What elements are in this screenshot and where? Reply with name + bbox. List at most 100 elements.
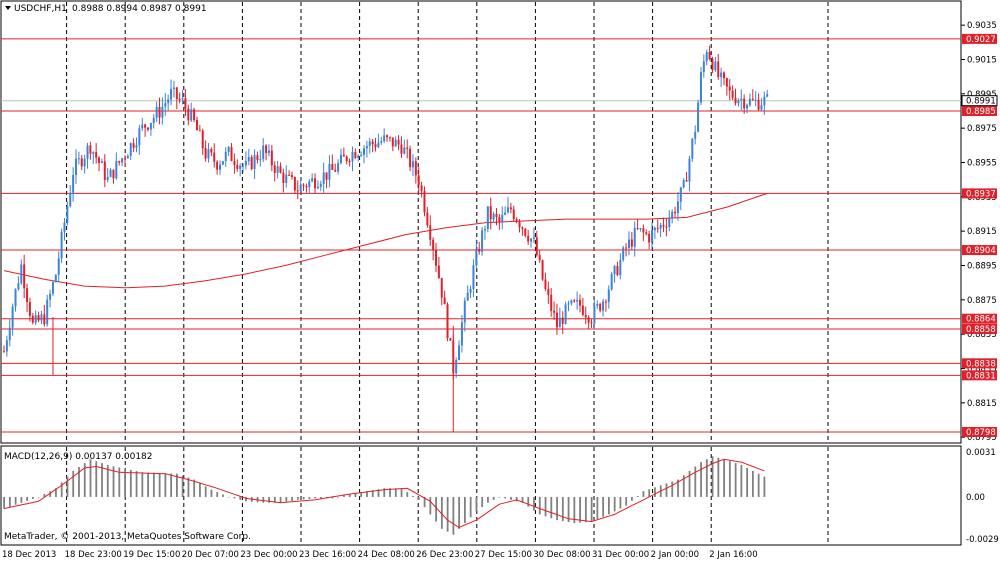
candle-body	[282, 172, 285, 183]
candle-body	[311, 178, 314, 182]
candle-body	[676, 201, 679, 214]
candle-body	[242, 165, 245, 167]
x-tick-label: 18 Dec 23:00	[65, 550, 122, 560]
histogram-bar	[170, 473, 173, 497]
histogram-bar	[521, 496, 524, 503]
candle-body	[740, 98, 743, 101]
histogram-bar	[354, 493, 357, 497]
candle-body	[253, 155, 256, 170]
histogram-bar	[458, 496, 461, 529]
histogram-bar	[763, 476, 766, 497]
candle-body	[656, 227, 659, 229]
histogram-bar	[538, 496, 541, 515]
histogram-bar	[394, 488, 397, 497]
x-tick-label: 30 Dec 08:00	[533, 550, 590, 560]
histogram-bar	[210, 489, 213, 497]
histogram-bar	[406, 492, 409, 497]
histogram-bar	[705, 459, 708, 497]
candle-body	[221, 161, 224, 165]
candle-body	[734, 97, 737, 104]
candle-body	[267, 150, 270, 154]
candle-body	[679, 187, 682, 202]
candle-body	[671, 211, 674, 219]
histogram-bar	[222, 494, 224, 497]
candle-body	[244, 161, 247, 166]
candle-body	[472, 265, 475, 290]
macd-y-tick-label: 0.00	[966, 493, 985, 503]
candle-body	[204, 148, 207, 159]
histogram-bar	[112, 466, 115, 497]
signal-line	[3, 458, 765, 528]
ma-line	[3, 192, 768, 289]
candle-body	[224, 151, 227, 162]
candle-body	[463, 300, 466, 323]
candle-body	[725, 78, 728, 87]
histogram-bar	[654, 487, 656, 497]
candle-body	[486, 206, 489, 230]
candle-body	[57, 258, 60, 275]
candle-body	[751, 98, 754, 100]
candle-body	[374, 144, 377, 147]
histogram-bar	[677, 479, 679, 497]
candle-body	[596, 303, 599, 306]
histogram-bar	[412, 495, 414, 497]
candle-body	[46, 299, 49, 325]
histogram-bar	[95, 461, 98, 497]
horizontal-levels[interactable]	[1, 38, 961, 433]
candle-body	[458, 345, 461, 361]
candle-body	[737, 100, 740, 104]
candle-body	[383, 135, 386, 142]
candle-body	[98, 157, 101, 164]
candle-body	[446, 304, 449, 339]
histogram-bar	[746, 467, 749, 497]
histogram-bar	[515, 496, 518, 502]
candle-body	[37, 315, 40, 321]
candle-body	[584, 314, 587, 318]
candle-body	[331, 164, 334, 170]
histogram-bar	[158, 473, 161, 497]
histogram-bar	[631, 496, 633, 501]
histogram-bar	[510, 496, 512, 500]
candle-body	[239, 165, 242, 169]
histogram-bar	[389, 488, 391, 497]
level-tag	[962, 105, 997, 116]
candle-body	[558, 317, 561, 328]
dropdown-arrow-icon[interactable]	[5, 6, 11, 10]
candle-body	[498, 216, 501, 222]
candle-body	[270, 150, 273, 166]
candle-body	[504, 212, 507, 215]
candle-body	[247, 157, 250, 162]
candle-body	[607, 289, 610, 302]
candle-body	[478, 248, 481, 252]
candle-body	[20, 264, 23, 284]
y-tick-label: 0.9015	[967, 55, 997, 65]
candle-body	[112, 169, 115, 179]
candle-body	[377, 142, 380, 147]
candle-body	[610, 274, 613, 290]
histogram-bar	[106, 465, 109, 497]
candle-body	[714, 61, 717, 71]
candle-body	[305, 186, 308, 188]
candle-body	[63, 222, 66, 232]
histogram-bar	[688, 470, 691, 497]
candle-body	[449, 338, 452, 341]
candle-body	[178, 99, 181, 101]
candle-body	[691, 138, 694, 159]
candle-body	[639, 228, 642, 230]
candle-body	[40, 314, 43, 321]
candle-body	[489, 206, 492, 220]
x-tick-label: 19 Dec 15:00	[123, 550, 180, 560]
histogram-bar	[37, 496, 40, 498]
candle-body	[509, 207, 512, 210]
histogram-bar	[135, 471, 138, 497]
candle-body	[579, 299, 581, 306]
candle-body	[31, 315, 34, 323]
histogram-bar	[613, 496, 616, 512]
candle-body	[14, 289, 17, 307]
histogram-bar	[181, 475, 184, 497]
candle-body	[89, 145, 92, 154]
candle-body	[339, 154, 342, 164]
histogram-bar	[8, 496, 11, 507]
candle-body	[521, 227, 524, 229]
